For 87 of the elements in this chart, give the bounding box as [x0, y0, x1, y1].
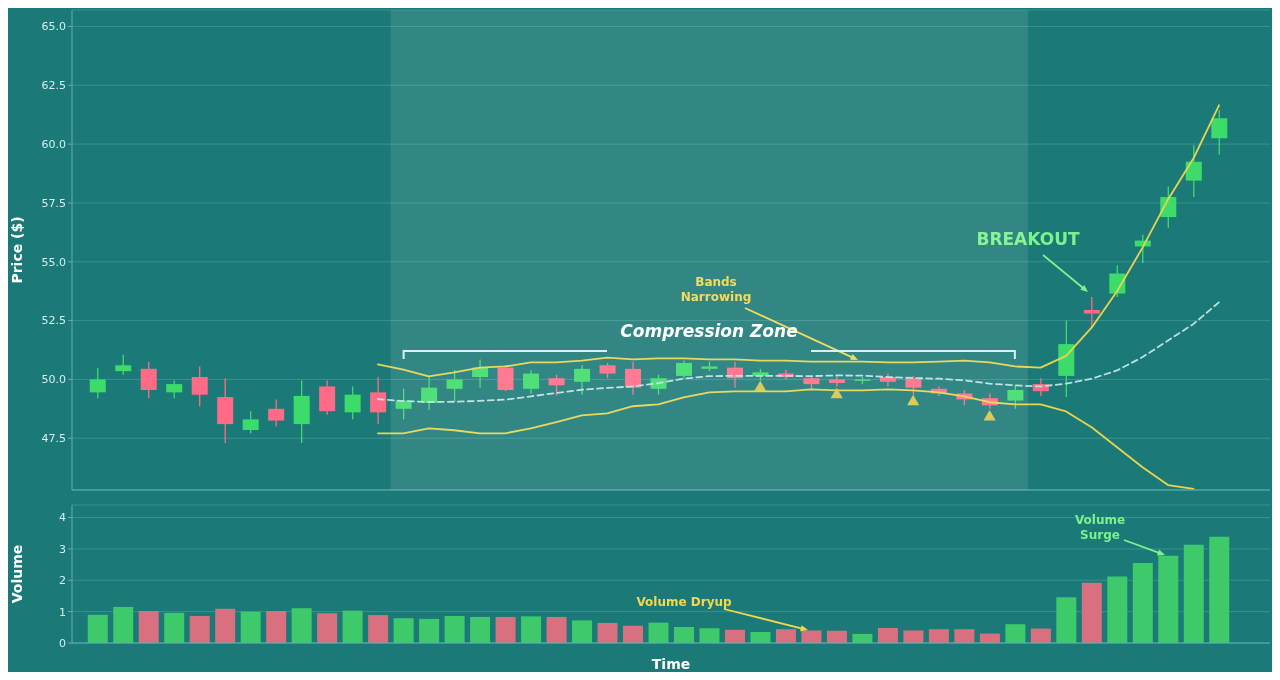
bar	[623, 625, 644, 643]
bar	[368, 615, 389, 643]
line-series	[376, 104, 1220, 378]
annotation: Volume Dryup	[636, 595, 732, 609]
bar	[444, 616, 465, 643]
y-tick-label: 60.0	[41, 138, 66, 152]
annotation: BREAKOUT	[976, 229, 1080, 249]
y-axis-title: Price ($)	[9, 216, 25, 284]
y-tick-label: 3	[59, 542, 66, 556]
bar	[1183, 544, 1204, 643]
x-axis-title: Time	[651, 656, 691, 672]
bar	[317, 613, 338, 643]
candlestick	[115, 354, 132, 376]
bar	[597, 622, 618, 643]
bar	[546, 616, 567, 643]
bar	[1056, 597, 1077, 643]
point	[983, 410, 996, 421]
bar	[342, 610, 363, 643]
y-tick-label: 62.5	[41, 79, 66, 93]
y-axis-title: Volume	[9, 544, 25, 604]
candlestick	[446, 369, 463, 403]
annotation: Volume Surge	[1074, 513, 1126, 542]
candlestick	[497, 364, 514, 392]
bar	[775, 629, 796, 643]
y-tick-label: 65.0	[41, 20, 66, 34]
annotation: Bands Narrowing	[680, 275, 752, 304]
point	[830, 387, 843, 399]
annotation: Compression Zone	[620, 321, 798, 341]
candlestick	[370, 376, 387, 425]
bar	[495, 616, 516, 643]
bar	[903, 630, 924, 643]
candlestick	[268, 398, 285, 428]
y-tick-label: 4	[59, 511, 66, 525]
bar	[1158, 555, 1179, 643]
candlestick	[1211, 109, 1228, 156]
bar	[470, 616, 491, 643]
candlestick	[140, 361, 157, 399]
y-tick-label: 57.5	[41, 196, 66, 210]
bar	[750, 632, 771, 643]
bar	[419, 618, 440, 643]
y-tick-label: 0	[59, 636, 66, 650]
bar	[291, 608, 312, 643]
y-tick-label: 55.0	[41, 255, 66, 269]
bar	[648, 622, 669, 643]
bar	[1081, 582, 1102, 643]
candlestick	[574, 364, 591, 396]
bar	[113, 606, 134, 643]
bar	[1132, 563, 1153, 643]
candlestick	[242, 410, 259, 435]
candlestick	[625, 361, 642, 396]
candlestick	[1185, 144, 1202, 198]
bar	[826, 630, 847, 643]
point	[907, 394, 920, 406]
bar	[928, 629, 949, 643]
y-tick-label: 1	[59, 605, 66, 619]
point	[754, 380, 767, 392]
bar	[189, 616, 210, 643]
bar	[572, 620, 593, 643]
bar	[138, 611, 159, 643]
bar	[674, 627, 694, 643]
candlestick	[1007, 384, 1024, 410]
bar	[87, 614, 108, 643]
bar	[266, 611, 287, 643]
bar	[393, 618, 414, 643]
candlestick	[344, 385, 361, 421]
y-tick-label: 47.5	[41, 432, 66, 446]
bar	[164, 612, 185, 643]
candlestick	[191, 365, 208, 408]
bar	[521, 616, 542, 643]
bar	[801, 630, 822, 643]
candlestick	[1083, 296, 1100, 329]
bar	[1107, 576, 1128, 643]
bar	[1209, 536, 1230, 643]
candlestick	[89, 367, 106, 399]
bar	[1005, 624, 1026, 643]
bar	[724, 629, 745, 643]
y-tick-label: 50.0	[41, 373, 66, 387]
y-tick-label: 52.5	[41, 314, 66, 328]
bar	[699, 628, 720, 643]
bar	[240, 611, 261, 643]
bar	[877, 627, 898, 643]
candlestick	[523, 369, 540, 395]
candlestick	[548, 374, 565, 397]
y-tick-label: 2	[59, 574, 66, 588]
bar	[215, 608, 236, 643]
bar	[954, 629, 975, 643]
bar	[1030, 628, 1051, 643]
